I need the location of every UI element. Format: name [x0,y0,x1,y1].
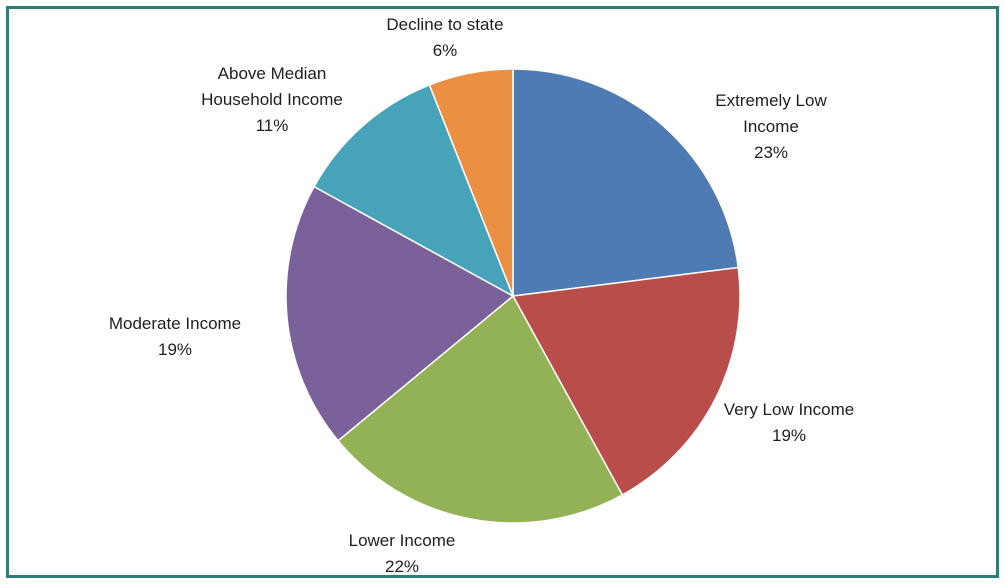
slice-label-line: Lower Income [349,531,456,550]
slice-label-line: Decline to state [386,15,503,34]
pie-slice-0 [512,68,740,297]
slice-label-line: Above Median [218,64,327,83]
slice-label-2: Lower Income 22% [349,531,456,575]
pie-slice-3 [285,185,515,442]
slice-label-line: Very Low Income [724,400,854,419]
slice-label-1: Very Low Income 19% [724,400,854,445]
pie-chart: Extremely Low Income 23% Very Low Income 19%… [109,15,854,575]
pie-slice-1 [511,266,741,496]
slice-label-line: Extremely Low [715,91,827,110]
pie-slice-4 [313,83,515,298]
slice-label-line: Moderate Income [109,314,241,333]
slice-percent: 23% [754,143,788,162]
slice-percent: 19% [158,340,192,359]
slice-percent: 6% [433,41,458,60]
slice-label-line: Income [743,117,799,136]
slice-percent: 11% [256,116,289,135]
slice-label-3: Moderate Income 19% [109,314,241,359]
slice-label-0: Extremely Low Income 23% [715,91,827,162]
pie-slice-2 [337,294,624,524]
slice-label-5: Decline to state 6% [386,15,503,60]
chart-frame: Extremely Low Income 23% Very Low Income 19%… [6,6,999,578]
slice-percent: 22% [385,557,419,575]
labels-layer: Extremely Low Income 23% Very Low Income 19%… [109,15,854,575]
slice-label-line: Household Income [201,90,343,109]
slices-layer [285,68,741,524]
slice-label-4: Above Median Household Income 11% [201,64,343,135]
slice-percent: 19% [772,426,806,445]
pie-slice-5 [428,68,514,297]
